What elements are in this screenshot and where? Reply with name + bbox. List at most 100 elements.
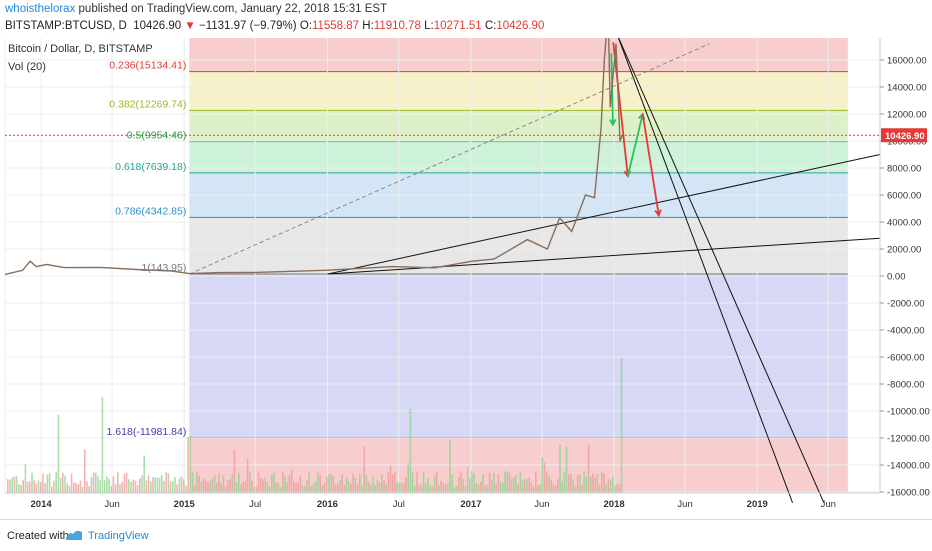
- volume-bar: [400, 483, 403, 493]
- volume-bar: [609, 480, 612, 493]
- volume-bar: [343, 485, 346, 493]
- fib-level-label: 0.236(15134.41): [109, 60, 186, 72]
- volume-bar: [427, 478, 429, 493]
- volume-bar: [33, 480, 35, 493]
- volume-bar: [284, 475, 286, 493]
- author-link[interactable]: whoistheloraх: [5, 3, 76, 15]
- volume-bar: [132, 479, 134, 493]
- projection-arrow: [641, 113, 660, 216]
- volume-bar: [145, 480, 148, 493]
- volume-bar: [337, 483, 339, 493]
- volume-bar: [488, 472, 491, 493]
- down-arrow-icon: ▼: [184, 20, 196, 32]
- volume-bar: [517, 484, 519, 493]
- volume-bar: [510, 478, 513, 493]
- volume-bar: [499, 482, 502, 493]
- volume-bar: [216, 482, 218, 493]
- volume-bar: [458, 476, 460, 493]
- volume-bar: [394, 471, 396, 493]
- volume-bar: [561, 481, 563, 493]
- volume-bar: [519, 472, 522, 493]
- volume-bar: [224, 485, 227, 493]
- volume-bar: [165, 472, 167, 493]
- volume-bar: [180, 476, 183, 493]
- volume-bar: [222, 475, 225, 493]
- price-tick-label: -2000.00: [887, 299, 925, 310]
- volume-bar: [95, 472, 97, 493]
- volume-bar: [130, 481, 132, 493]
- volume-bar: [332, 476, 335, 493]
- trend-line: [327, 154, 881, 275]
- symbol: BITSTAMP:BTCUSD, D: [5, 20, 127, 32]
- volume-bar: [46, 474, 49, 493]
- volume-bar: [286, 482, 288, 493]
- volume-bar: [264, 477, 266, 493]
- volume-bar: [559, 444, 561, 493]
- volume-bar: [244, 480, 247, 493]
- volume-bar: [570, 474, 572, 493]
- volume-bar: [618, 483, 621, 493]
- volume-bar: [576, 475, 579, 493]
- volume-bar: [18, 484, 20, 493]
- volume-bar: [59, 477, 62, 493]
- volume-bar: [486, 484, 489, 493]
- volume-bar: [233, 449, 236, 493]
- volume-bar: [557, 479, 559, 493]
- time-tick-label: 2017: [460, 499, 481, 510]
- open-label: O:: [299, 20, 312, 32]
- volume-bar: [596, 473, 599, 493]
- volume-bar: [464, 486, 467, 493]
- volume-bar: [363, 446, 365, 493]
- fib-level-label: 0.786(4342.85): [115, 205, 186, 217]
- volume-bar: [198, 475, 200, 493]
- price-chart[interactable]: 1(143.95) 0.786(4342.85) 0.618(7639.18) 0.5…: [0, 38, 932, 519]
- volume-bar: [196, 471, 198, 493]
- volume-bar: [154, 477, 156, 493]
- volume-bar: [341, 474, 343, 493]
- volume-bar: [92, 472, 95, 493]
- volume-bar: [455, 485, 458, 493]
- volume-bar: [504, 471, 506, 493]
- volume-bar: [436, 471, 438, 493]
- time-tick-label: 2018: [604, 499, 625, 510]
- volume-bar: [590, 476, 592, 493]
- volume-bar: [383, 480, 385, 493]
- volume-bar: [585, 476, 588, 493]
- time-tick-label: Jun: [821, 499, 836, 510]
- volume-bar: [106, 476, 108, 493]
- tradingview-brand-link[interactable]: TradingView: [88, 530, 149, 542]
- volume-bar: [13, 476, 16, 493]
- volume-bar: [112, 476, 115, 493]
- volume-bar: [174, 477, 176, 493]
- volume-bar: [268, 486, 271, 493]
- volume-bar: [290, 469, 293, 493]
- price-tick-label: -10000.00: [887, 407, 930, 418]
- volume-bar: [288, 475, 291, 493]
- volume-bar: [475, 483, 478, 493]
- volume-bar: [546, 471, 548, 493]
- volume-bar: [161, 475, 163, 493]
- volume-bar: [473, 473, 475, 493]
- publish-info: whoistheloraх published on TradingView.c…: [5, 3, 387, 15]
- volume-bar: [451, 474, 453, 493]
- volume-bar: [574, 485, 577, 493]
- volume-bar: [385, 484, 387, 493]
- volume-bar: [207, 481, 209, 493]
- volume-bar: [31, 472, 33, 493]
- price-tick-label: 2000.00: [887, 245, 921, 256]
- fib-zones: [189, 38, 848, 493]
- volume-bar: [227, 479, 229, 493]
- volume-bar: [466, 467, 469, 493]
- volume-bar: [242, 481, 244, 493]
- price-tick-label: 16000.00: [887, 56, 927, 67]
- fib-level-label: 0.382(12269.74): [109, 98, 186, 110]
- volume-bar: [460, 472, 462, 493]
- volume-bar: [403, 483, 405, 493]
- price-tick-label: 8000.00: [887, 164, 921, 175]
- volume-bar: [152, 477, 154, 493]
- volume-bar: [301, 485, 304, 493]
- volume-bar: [141, 475, 143, 493]
- volume-bar: [442, 483, 445, 493]
- volume-bar: [273, 472, 275, 493]
- volume-bar: [51, 486, 53, 493]
